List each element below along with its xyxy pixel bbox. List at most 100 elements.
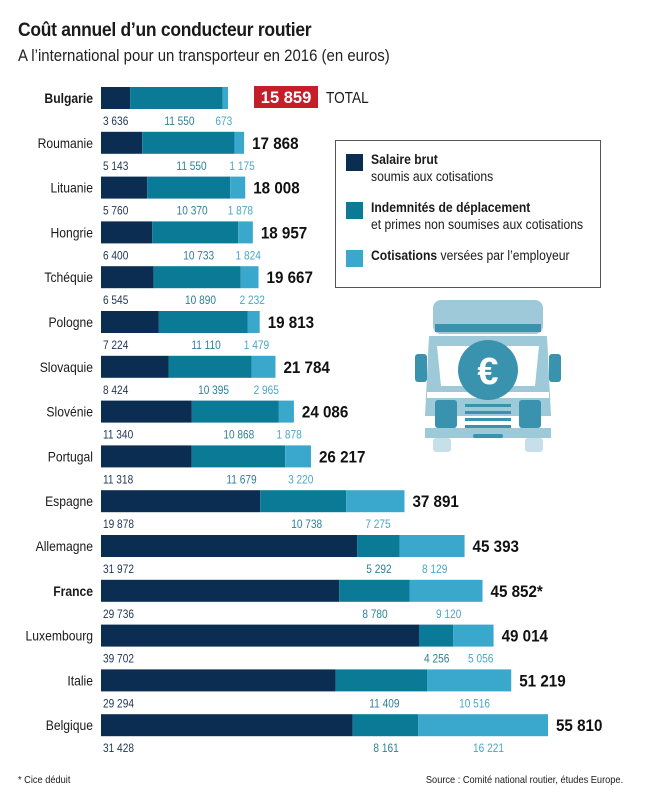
category-label: Italie: [67, 673, 93, 689]
bar-segment-cotisations: [418, 714, 548, 737]
category-label: Espagne: [45, 494, 93, 510]
bar-segment-cotisations: [453, 624, 494, 647]
bar-segment-indemnites: [147, 176, 231, 199]
bar-segment-cotisations: [285, 445, 311, 468]
category-label: Hongrie: [50, 225, 93, 241]
bar-segment-indemnites: [130, 87, 223, 109]
bar-segment-salaire: [101, 131, 143, 154]
total-value-label: 45 393: [473, 538, 520, 556]
legend-label-rest: versées par l’employeur: [437, 248, 570, 263]
bar-segment-cotisations: [346, 490, 405, 513]
legend-swatch-indemnites: [346, 202, 363, 219]
bar-segment-cotisations: [234, 131, 245, 154]
bar-segment-salaire: [101, 400, 192, 423]
bar-segment-indemnites: [191, 400, 279, 423]
segment-value-label: 31 428: [103, 743, 134, 756]
segment-value-label: 8 780: [362, 608, 387, 621]
segment-value-label: 10 890: [185, 295, 216, 308]
segment-value-label: 11 550: [164, 115, 194, 128]
bar-segment-salaire: [101, 714, 353, 737]
legend-swatch-salaire: [346, 154, 363, 171]
segment-value-label: 9 120: [436, 608, 461, 621]
bar-segment-salaire: [101, 669, 336, 692]
total-value-label: 45 852*: [491, 583, 544, 601]
chart-title: Coût annuel d’un conducteur routier: [18, 20, 312, 41]
total-value-label: 26 217: [319, 449, 366, 467]
euro-symbol: €: [477, 351, 498, 393]
bar-segment-salaire: [101, 490, 261, 513]
segment-value-label: 10 738: [291, 519, 322, 532]
bar-segment-cotisations: [238, 221, 253, 244]
segment-value-label: 8 424: [103, 384, 128, 397]
category-label: Pologne: [48, 314, 93, 330]
bar-segment-indemnites: [260, 490, 347, 513]
legend-sublabel: soumis aux cotisations: [371, 169, 494, 184]
segment-value-label: 6 545: [103, 295, 128, 308]
bar-segment-cotisations: [240, 266, 259, 289]
category-label: Bulgarie: [44, 90, 93, 106]
segment-value-label: 11 340: [103, 429, 133, 442]
bar-segment-indemnites: [168, 355, 252, 378]
bar-segment-indemnites: [152, 221, 239, 244]
segment-value-label: 6 400: [103, 250, 128, 263]
segment-value-label: 10 395: [198, 384, 229, 397]
segment-value-label: 4 256: [424, 653, 449, 666]
category-label: Lituanie: [50, 180, 93, 196]
legend-label: Cotisations: [371, 248, 438, 263]
segment-value-label: 29 294: [103, 698, 134, 711]
category-label: Allemagne: [36, 538, 93, 554]
segment-value-label: 29 736: [103, 608, 134, 621]
legend-swatch-cotisations: [346, 250, 363, 267]
bar-segment-indemnites: [191, 445, 286, 468]
segment-value-label: 3 220: [288, 474, 313, 487]
segment-value-label: 11 409: [369, 698, 399, 711]
legend-label: Salaire brut: [371, 152, 438, 167]
segment-value-label: 5 292: [366, 563, 391, 576]
bar-segment-cotisations: [399, 535, 465, 557]
total-caption: TOTAL: [326, 90, 369, 107]
category-label: Roumanie: [38, 135, 93, 151]
segment-value-label: 7 275: [365, 519, 390, 532]
total-value-label: 18 957: [261, 225, 308, 243]
segment-value-label: 5 056: [468, 653, 493, 666]
segment-value-label: 5 143: [103, 160, 128, 173]
segment-value-label: 7 224: [103, 339, 128, 352]
bar-segment-cotisations: [251, 355, 276, 378]
segment-value-label: 10 370: [177, 205, 208, 218]
bar-segment-salaire: [101, 221, 153, 244]
source-note: Source : Comité national routier, études…: [425, 774, 623, 786]
total-value-label: 15 859: [261, 89, 311, 107]
total-value-label: 49 014: [502, 628, 549, 646]
total-value-label: 19 813: [268, 314, 315, 332]
bar-segment-cotisations: [230, 176, 246, 199]
total-value-label: 17 868: [252, 135, 299, 153]
segment-value-label: 31 972: [103, 563, 134, 576]
chart-subtitle: A l’international pour un transporteur e…: [18, 46, 390, 65]
category-label: Luxembourg: [26, 628, 93, 644]
bar-segment-cotisations: [409, 579, 483, 602]
category-label: Belgique: [46, 718, 93, 734]
total-value-label: 24 086: [302, 404, 349, 422]
segment-value-label: 19 878: [103, 519, 134, 532]
segment-value-label: 39 702: [103, 653, 134, 666]
segment-value-label: 1 175: [229, 160, 254, 173]
bar-segment-salaire: [101, 355, 169, 378]
bar-segment-indemnites: [339, 579, 410, 602]
bar-segment-salaire: [101, 311, 159, 333]
segment-value-label: 5 760: [103, 205, 128, 218]
segment-value-label: 11 550: [176, 160, 206, 173]
category-label: Slovénie: [46, 404, 93, 420]
total-highlight-badge: [254, 86, 319, 108]
bar-segment-cotisations: [247, 311, 260, 333]
segment-value-label: 3 636: [103, 115, 128, 128]
bar-segment-salaire: [101, 445, 192, 468]
segment-value-label: 8 129: [422, 563, 447, 576]
segment-value-label: 1 878: [228, 205, 253, 218]
segment-value-label: 16 221: [473, 743, 504, 756]
legend-sublabel: et primes non soumises aux cotisations: [371, 217, 584, 232]
segment-value-label: 11 679: [226, 474, 256, 487]
footnote: * Cice déduit: [18, 774, 71, 786]
total-value-label: 51 219: [519, 673, 566, 691]
segment-value-label: 2 965: [254, 384, 279, 397]
